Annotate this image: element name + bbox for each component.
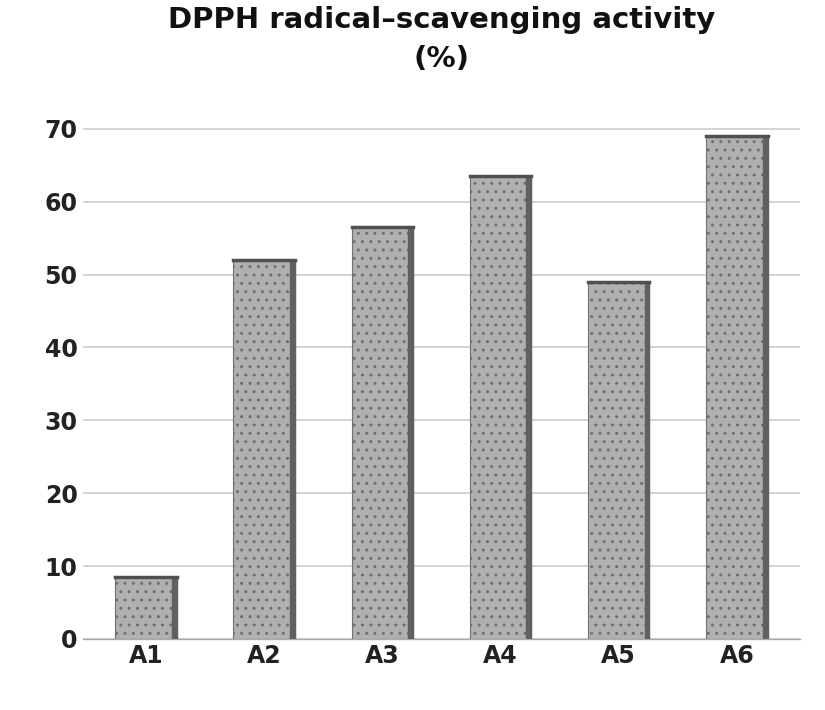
- Bar: [469, 176, 531, 639]
- Bar: [233, 260, 295, 639]
- Bar: [706, 136, 767, 639]
- Bar: [526, 176, 531, 639]
- Bar: [290, 260, 295, 639]
- Bar: [172, 577, 177, 639]
- Bar: [351, 227, 413, 639]
- Bar: [762, 136, 767, 639]
- Bar: [644, 282, 649, 639]
- Bar: [588, 282, 649, 639]
- Bar: [116, 577, 177, 639]
- Bar: [408, 227, 413, 639]
- Title: DPPH radical–scavenging activity
(%): DPPH radical–scavenging activity (%): [167, 6, 715, 73]
